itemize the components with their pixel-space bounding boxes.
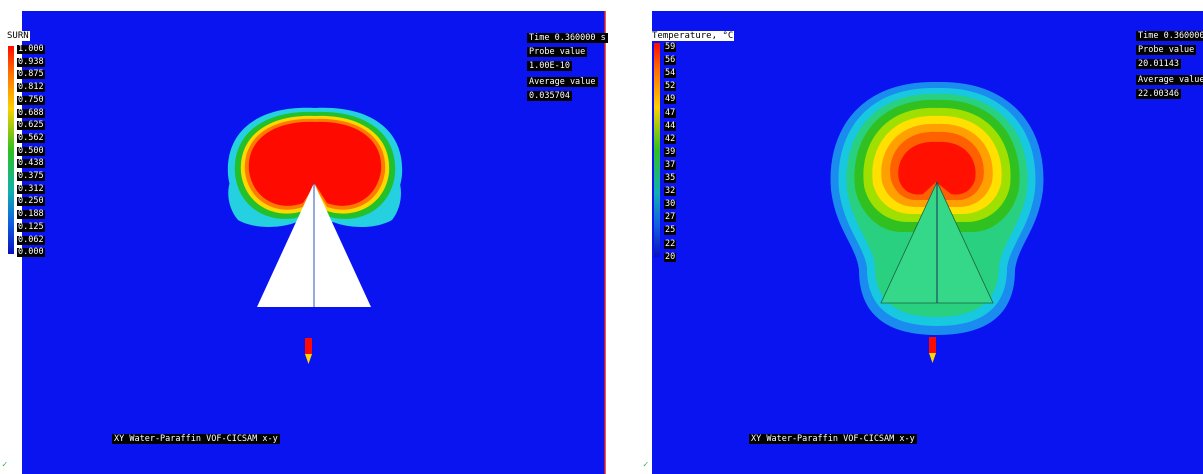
legend-value: 47 <box>664 107 677 118</box>
legend-value: 0.062 <box>17 234 45 245</box>
probe-value: 20.01143 <box>1136 59 1181 69</box>
legend-value: 0.000 <box>17 247 45 258</box>
time-readout: Time 0.360000 s <box>527 33 608 43</box>
blob-red <box>248 121 382 206</box>
legend-value: 37 <box>664 159 677 170</box>
halo-core <box>898 141 976 195</box>
legend-value: 0.125 <box>17 221 45 232</box>
probe-value: 1.00E-10 <box>527 61 572 71</box>
legend-value: 0.750 <box>17 94 45 105</box>
legend-value: 30 <box>664 199 677 210</box>
legend-value: 52 <box>664 81 677 92</box>
legend-colorbar <box>8 46 14 254</box>
legend-value: 0.312 <box>17 183 45 194</box>
plot-caption: XY Water-Paraffin VOF-CICSAM x-y <box>749 434 917 444</box>
average-value: 22.00346 <box>1136 89 1181 99</box>
legend-value: 35 <box>664 173 677 183</box>
right-viewport[interactable]: Temperature, °C 59 56 54 52 49 47 44 42 39 37 35 32… <box>631 0 1203 474</box>
legend-value: 0.562 <box>17 132 45 143</box>
average-label: Average value <box>527 77 598 87</box>
legend-value: 0.438 <box>17 158 45 169</box>
legend-value: 42 <box>664 133 677 144</box>
surn-plot <box>8 11 606 474</box>
legend-value: 25 <box>664 225 677 236</box>
average-label: Average value <box>1136 75 1203 85</box>
legend-value: 22 <box>664 238 677 249</box>
check-icon: ✓ <box>643 460 649 470</box>
legend-value: 0.688 <box>17 107 45 118</box>
average-value: 0.035704 <box>527 91 572 101</box>
legend-value: 20 <box>664 251 677 262</box>
legend-value: 0.938 <box>17 56 45 67</box>
temperature-plot <box>652 11 1203 474</box>
legend-value: 59 <box>664 42 677 52</box>
probe-label: Probe value <box>527 47 588 57</box>
legend-title: SURN <box>6 31 30 41</box>
legend-value: 0.375 <box>17 171 45 181</box>
legend-value: 54 <box>664 68 677 79</box>
legend-value: 39 <box>664 146 677 157</box>
legend-value: 1.000 <box>17 44 45 54</box>
probe-marker <box>929 337 936 353</box>
left-viewport[interactable]: SURN 1.000 0.938 0.875 0.812 0.750 0.688 0.625… <box>0 0 610 474</box>
legend-colorbar <box>654 43 660 257</box>
probe-marker <box>305 338 312 354</box>
legend-value: 0.625 <box>17 120 45 131</box>
plot-caption: XY Water-Paraffin VOF-CICSAM x-y <box>112 434 280 444</box>
legend-value: 49 <box>664 94 677 105</box>
legend-value: 44 <box>664 120 677 131</box>
legend-title: Temperature, °C <box>651 31 735 41</box>
legend-value: 0.250 <box>17 196 45 207</box>
legend-value: 27 <box>664 212 677 223</box>
legend-value: 0.812 <box>17 82 45 93</box>
legend-value: 56 <box>664 55 677 66</box>
legend-value: 0.875 <box>17 69 45 80</box>
time-readout: Time 0.360000 <box>1136 31 1203 41</box>
legend-value: 0.500 <box>17 145 45 156</box>
legend-value: 0.188 <box>17 209 45 220</box>
check-icon: ✓ <box>2 460 8 470</box>
probe-label: Probe value <box>1136 45 1197 55</box>
legend-value: 32 <box>664 186 677 197</box>
